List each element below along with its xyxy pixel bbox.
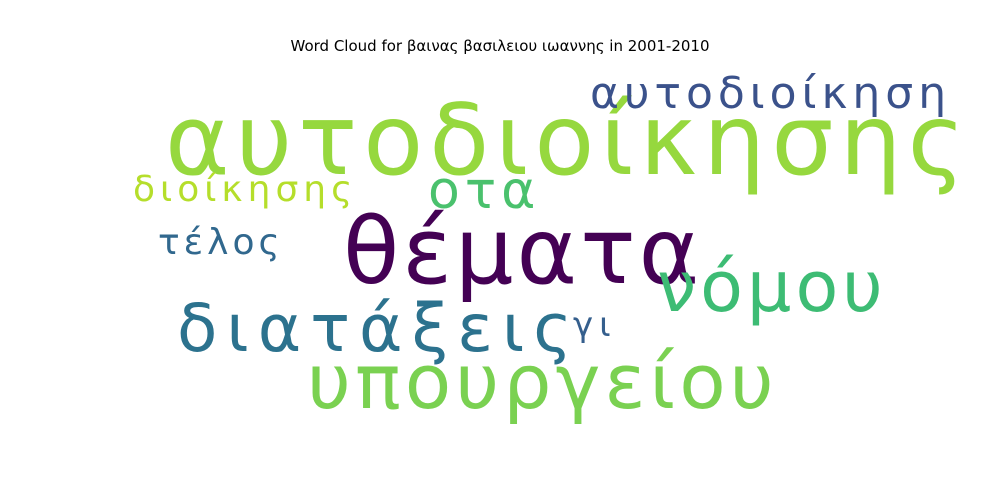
word-diataxeis: διατάξεις xyxy=(177,296,581,362)
word-dioikisis: διοίκησης xyxy=(133,172,357,208)
word-autodioikisi: αυτοδιοίκηση xyxy=(590,72,951,116)
word-ota: οτα xyxy=(428,165,540,217)
word-gi: γι xyxy=(573,308,617,342)
word-nomou: νόμου xyxy=(657,252,887,322)
word-telos: τέλος xyxy=(158,225,284,261)
